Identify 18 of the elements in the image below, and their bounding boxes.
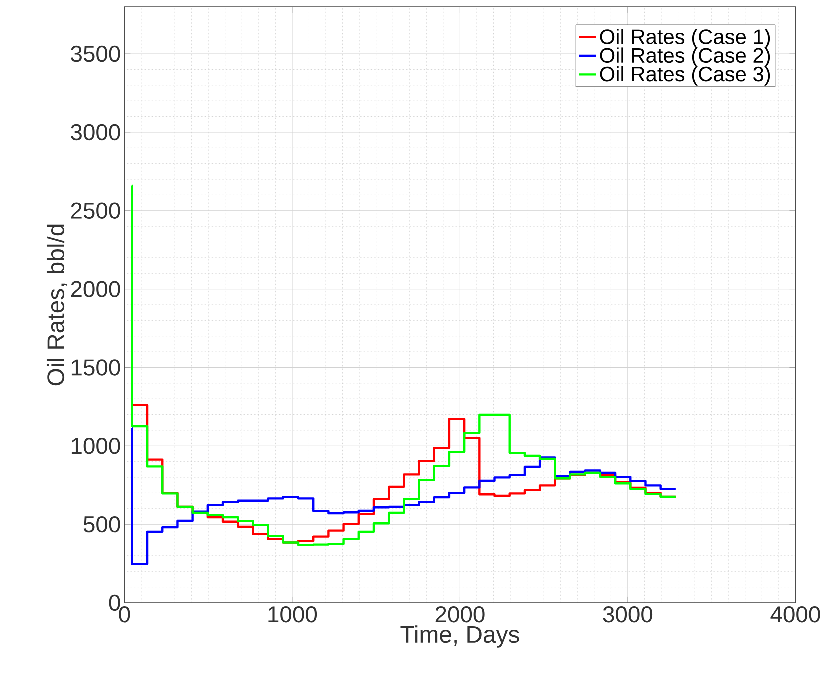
legend-label: Oil Rates (Case 2) bbox=[600, 48, 770, 68]
y-tick-label: 3500 bbox=[71, 46, 120, 62]
x-tick-label: 1000 bbox=[268, 606, 318, 623]
x-tick-label: 0 bbox=[119, 606, 130, 623]
y-tick-label: 2500 bbox=[71, 202, 120, 219]
x-tick-label: 2000 bbox=[436, 606, 485, 623]
y-tick-label: 500 bbox=[84, 516, 120, 533]
y-axis-title: Oil Rates, bbl/d bbox=[46, 224, 68, 386]
x-tick-label: 4000 bbox=[770, 606, 820, 623]
y-tick-label: 0 bbox=[109, 594, 120, 612]
y-tick-label: 1000 bbox=[72, 438, 120, 454]
y-tick-label: 2000 bbox=[71, 281, 120, 298]
legend-label: Oil Rates (Case 3) bbox=[600, 66, 770, 86]
x-axis-title: Time, Days bbox=[400, 626, 520, 648]
y-tick-label: 3000 bbox=[71, 124, 120, 141]
x-tick-label: 3000 bbox=[603, 606, 653, 623]
legend-label: Oil Rates (Case 1) bbox=[600, 29, 770, 49]
y-tick-label: 1500 bbox=[72, 360, 120, 376]
